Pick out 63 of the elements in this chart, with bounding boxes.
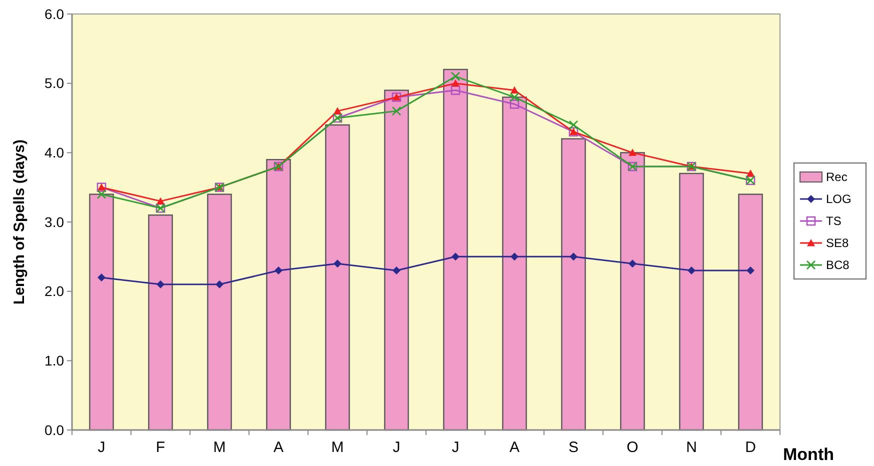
bar <box>738 194 763 431</box>
point <box>746 266 754 275</box>
point <box>216 280 224 288</box>
legend-label: SE8 <box>826 236 850 250</box>
point <box>450 72 460 82</box>
bar <box>384 90 409 431</box>
point <box>334 260 342 268</box>
point <box>392 106 402 116</box>
point <box>450 86 460 95</box>
x-tick-label: O <box>626 439 638 456</box>
point <box>156 197 164 204</box>
point <box>274 266 282 275</box>
point <box>510 252 518 261</box>
x-tick-label: A <box>273 439 284 456</box>
bar <box>266 159 291 431</box>
bar <box>502 96 527 431</box>
y-tick-label: 4.0 <box>44 144 64 161</box>
y-axis-title: Length of Spells (days) <box>11 139 28 305</box>
y-tick-label: 3.0 <box>44 214 64 230</box>
point <box>510 86 518 94</box>
bar <box>207 194 232 431</box>
x-tick-label: J <box>392 439 400 456</box>
y-tick-label: 0.0 <box>44 422 64 438</box>
y-tick-label: 2.0 <box>44 283 64 300</box>
point <box>334 107 342 114</box>
bar <box>325 124 350 431</box>
bar <box>89 194 114 431</box>
point <box>688 266 696 275</box>
legend-label: LOG <box>826 192 852 206</box>
point <box>452 79 460 87</box>
x-tick-label: J <box>98 439 106 456</box>
point <box>452 252 460 261</box>
bar <box>443 68 468 431</box>
point <box>628 260 636 268</box>
point <box>568 120 578 130</box>
x-tick-label: J <box>452 439 460 456</box>
x-tick-label: M <box>213 439 226 456</box>
point <box>746 169 754 177</box>
y-tick-label: 1.0 <box>44 352 64 369</box>
y-tick-label: 6.0 <box>44 6 64 22</box>
bar <box>620 152 645 431</box>
x-tick-label: S <box>568 439 579 456</box>
bar <box>679 172 704 431</box>
bar <box>148 214 173 431</box>
legend-label: TS <box>826 214 842 228</box>
point <box>96 190 106 199</box>
point <box>570 252 578 261</box>
point <box>628 148 636 156</box>
x-tick-label: N <box>686 439 697 456</box>
y-tick-label: 5.0 <box>44 75 64 92</box>
point <box>156 280 164 288</box>
x-tick-label: A <box>509 439 520 456</box>
legend-label: Rec <box>826 170 848 184</box>
x-tick-label: D <box>745 439 756 456</box>
bar <box>561 138 586 431</box>
x-axis-title: Month <box>783 445 834 464</box>
point <box>510 99 520 109</box>
point <box>392 266 400 275</box>
point <box>98 273 106 282</box>
point <box>510 92 520 102</box>
x-tick-label: M <box>331 439 344 456</box>
x-tick-label: F <box>156 439 166 456</box>
legend-label: BC8 <box>826 258 850 272</box>
